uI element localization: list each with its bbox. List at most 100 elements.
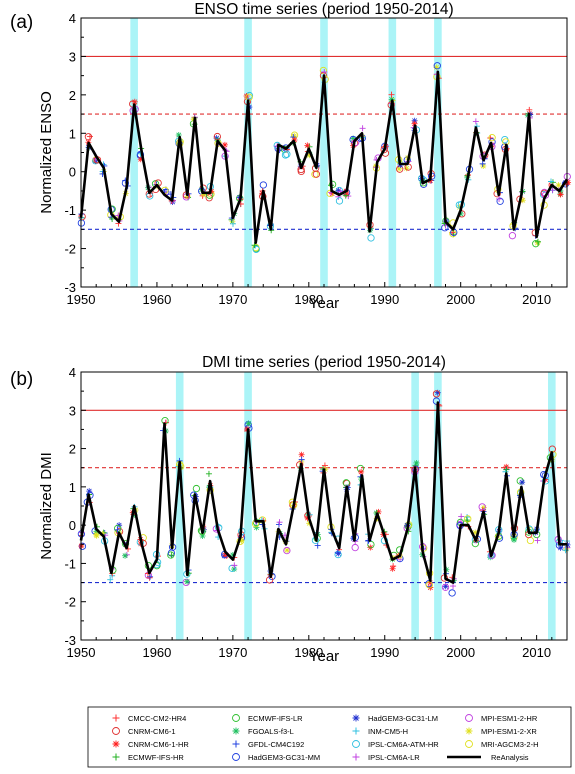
y-tick-label: -3	[64, 280, 76, 295]
legend-label: INM-CM5-H	[368, 727, 408, 736]
model-marker	[472, 118, 479, 125]
model-marker	[526, 536, 535, 545]
model-marker	[480, 163, 487, 170]
model-marker	[146, 574, 153, 581]
model-marker	[432, 397, 441, 405]
model-marker	[425, 581, 433, 589]
model-marker	[200, 191, 207, 198]
model-marker	[298, 451, 305, 458]
model-marker	[114, 526, 121, 533]
y-tick-label: 2	[69, 88, 76, 103]
y-tick-label: 3	[69, 49, 76, 64]
model-marker	[549, 187, 556, 194]
x-tick-label: 1960	[142, 645, 171, 660]
model-marker	[464, 515, 472, 523]
model-marker	[508, 232, 517, 240]
legend-marker	[465, 714, 473, 722]
highlight-band	[434, 18, 442, 287]
highlight-band	[548, 372, 556, 640]
model-marker	[281, 151, 290, 159]
x-tick-label: 1950	[67, 645, 96, 660]
model-marker	[389, 565, 396, 572]
highlight-band	[434, 372, 442, 640]
model-marker	[480, 504, 487, 511]
legend-label: ECMWF-IFS-HR	[128, 753, 184, 762]
legend-marker	[352, 727, 360, 735]
y-tick-label: 1	[69, 126, 76, 141]
legend-label: CNRM-CM6-1	[128, 727, 176, 736]
model-marker	[548, 178, 555, 185]
model-marker	[291, 136, 298, 143]
legend-marker	[112, 740, 120, 748]
model-marker	[555, 182, 562, 189]
model-marker	[182, 578, 190, 587]
y-tick-label: 0	[69, 165, 76, 180]
y-tick-label: -2	[64, 595, 76, 610]
x-tick-label: 1980	[294, 292, 323, 307]
model-marker	[314, 542, 321, 549]
plot-frame	[80, 371, 568, 641]
legend-label: ECMWF-IFS-LR	[248, 714, 303, 723]
model-marker	[441, 583, 450, 592]
model-marker	[304, 142, 311, 149]
model-marker	[343, 191, 350, 198]
model-marker	[93, 531, 100, 538]
y-tick-label: 4	[69, 365, 76, 380]
model-marker	[478, 503, 486, 511]
model-marker	[213, 135, 220, 142]
model-marker	[184, 193, 191, 200]
legend-marker	[112, 753, 120, 761]
y-tick-label: 1	[69, 480, 76, 495]
model-marker	[563, 545, 570, 552]
x-tick-label: 2000	[446, 645, 475, 660]
model-marker	[562, 547, 569, 554]
x-tick-label: 1990	[370, 645, 399, 660]
model-marker	[199, 533, 206, 540]
model-marker	[396, 165, 403, 172]
model-marker	[306, 152, 313, 159]
highlight-band	[244, 18, 252, 287]
model-marker	[243, 93, 250, 100]
model-marker	[147, 573, 154, 580]
model-marker	[496, 197, 504, 205]
model-marker	[122, 552, 129, 559]
y-tick-label: 0	[69, 518, 76, 533]
legend-label: MPI-ESM1-2-HR	[481, 714, 538, 723]
legend-label: ReAnalysis	[491, 753, 529, 762]
model-marker	[184, 578, 191, 585]
model-marker	[526, 106, 533, 113]
model-marker	[534, 537, 541, 544]
y-tick-label: -3	[64, 633, 76, 648]
model-marker	[205, 194, 213, 202]
model-marker	[93, 532, 100, 539]
y-tick-label: 2	[69, 442, 76, 457]
highlight-band	[244, 372, 252, 640]
legend-marker	[232, 727, 240, 735]
y-tick-label: 3	[69, 403, 76, 418]
model-marker	[86, 488, 93, 495]
model-marker	[175, 132, 182, 139]
model-marker	[503, 466, 510, 473]
model-marker	[411, 120, 418, 127]
model-marker	[433, 64, 440, 71]
model-marker	[252, 245, 260, 254]
model-marker	[448, 589, 456, 597]
model-marker	[334, 549, 341, 556]
model-marker	[221, 552, 228, 559]
legend-marker	[112, 727, 120, 735]
model-marker	[450, 583, 457, 590]
model-marker	[557, 544, 564, 551]
legend: CMCC-CM2-HR4 CNRM-CM6-1 CNRM-CM6-1-HR ECMWF…	[87, 706, 572, 768]
model-marker	[329, 190, 336, 197]
model-marker	[367, 234, 375, 242]
x-tick-label: 2000	[446, 292, 475, 307]
model-marker	[312, 170, 321, 178]
model-marker	[388, 96, 395, 103]
chart-title: ENSO time series (period 1950-2014)	[194, 1, 453, 18]
highlight-band	[320, 18, 328, 287]
y-axis-label: Normalized ENSO	[38, 91, 55, 214]
legend-marker	[352, 753, 360, 761]
model-marker	[253, 524, 260, 531]
model-marker	[238, 537, 245, 544]
